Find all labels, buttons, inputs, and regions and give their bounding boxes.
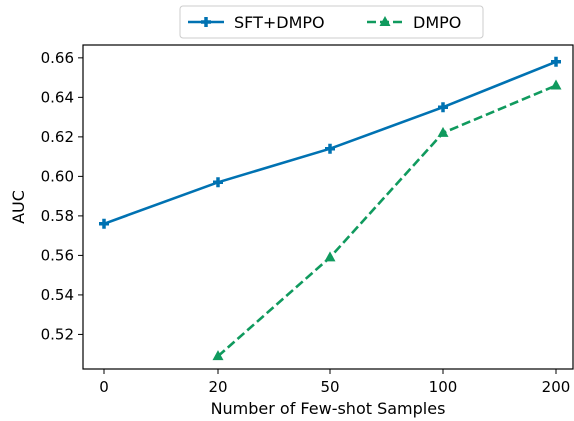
legend-item: SFT+DMPO [188,13,325,32]
y-tick-label: 0.56 [41,246,74,264]
data-point [437,126,449,137]
y-tick-label: 0.62 [41,128,74,146]
y-tick-label: 0.52 [41,325,74,343]
x-tick-label: 20 [208,378,227,396]
legend-label: SFT+DMPO [234,13,325,32]
data-point [551,56,561,67]
x-tick-label: 100 [429,378,458,396]
data-point [550,79,562,90]
legend-marker [379,16,391,26]
legend-item: DMPO [367,13,461,32]
data-point [213,177,223,188]
data-point [99,218,109,229]
series-line [217,84,557,358]
x-tick-label: 50 [320,378,339,396]
y-axis-label: AUC [9,190,28,224]
series-sft-dmpo [99,56,561,229]
data-point [438,102,448,113]
series-layer [99,56,562,361]
y-tick-label: 0.58 [41,207,74,225]
y-tick-label: 0.54 [41,286,74,304]
plot-frame [82,44,574,370]
data-point [325,143,335,154]
series-dmpo [212,79,562,361]
x-axis-ticks: 0 20 50 100 200 [99,369,570,396]
legend: SFT+DMPO DMPO [179,5,484,39]
legend-label: DMPO [413,13,461,32]
x-axis-label: Number of Few-shot Samples [211,399,446,418]
y-tick-label: 0.64 [41,88,74,106]
x-tick-label: 200 [542,378,571,396]
data-point [212,350,224,361]
y-tick-label: 0.66 [41,49,74,67]
legend-marker [201,17,211,27]
x-tick-label: 0 [99,378,109,396]
data-point [324,251,336,262]
legend-box [179,5,484,39]
y-axis-ticks: 0.52 0.54 0.56 0.58 0.60 0.62 0.64 0.66 [41,49,83,343]
series-line [103,60,557,226]
legend-items: SFT+DMPO DMPO [188,13,461,32]
y-tick-label: 0.60 [41,167,74,185]
